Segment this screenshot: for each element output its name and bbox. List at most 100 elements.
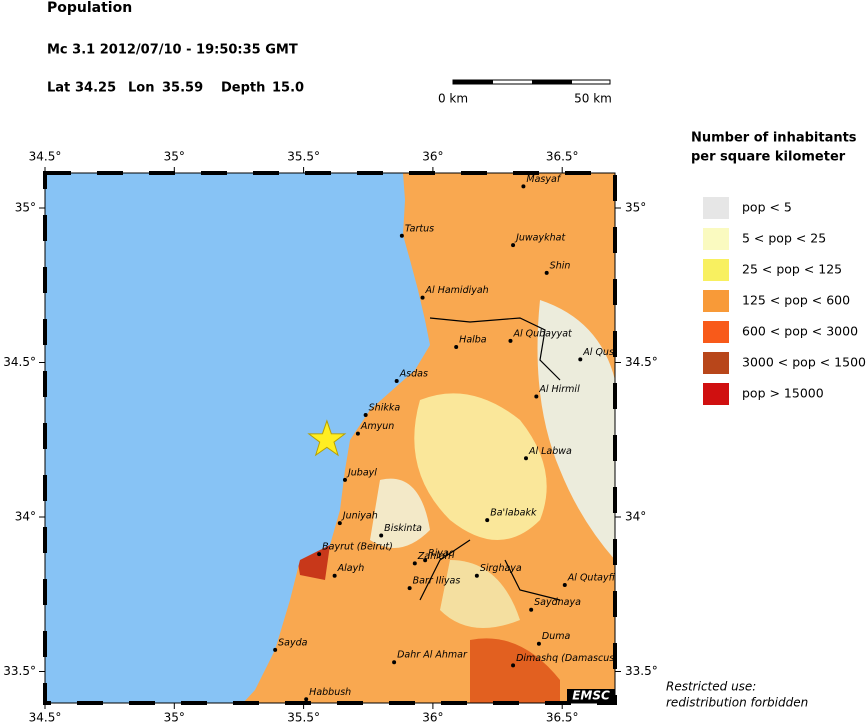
city-label: Tartus [405,223,434,234]
city-label: Al Labwa [528,446,572,457]
city-dot [317,552,322,557]
legend-swatch [703,228,729,250]
title: Population [47,0,132,16]
city-dot [544,270,549,275]
city-dot [412,561,417,566]
city-label: Duma [542,631,571,642]
lat-label: Lat [47,81,70,96]
scale-seg [532,80,572,84]
city-dot [523,456,528,461]
city-dot [337,521,342,526]
lon-tick-label: 35.5° [287,150,320,164]
city-label: Al Hamidiyah [425,285,489,296]
city-label: Dimashq (Damascus [516,653,614,664]
sea [45,173,430,703]
city-dot [407,586,412,591]
legend-swatch [703,383,729,405]
legend-swatch [703,290,729,312]
city-label: Shin [550,260,571,271]
city-label: Ba'labakk [490,508,537,519]
lon-tick-label: 36.5° [546,711,579,725]
legend-label: pop < 5 [742,200,792,215]
legend-swatch [703,321,729,343]
city-dot [529,607,534,612]
legend-swatch [703,197,729,219]
city-label: Halba [459,335,487,346]
city-label: Al Qubayyat [512,328,573,339]
lat: 34.25 [75,81,116,96]
city-dot [423,558,428,563]
city-dot [379,533,384,538]
city-dot [342,477,347,482]
lat-tick-label: 34.5° [625,355,658,369]
city-label: Bayrut (Beirut) [322,542,393,553]
depth-label: Depth [221,81,265,96]
lat-tick-label: 33.5° [625,664,658,678]
legend-swatch [703,352,729,374]
lat-tick-label: 33.5° [3,664,36,678]
city-dot [562,582,567,587]
lon-tick-label: 35° [164,711,185,725]
city-dot [578,357,583,362]
legend-label: 3000 < pop < 15000 [742,355,866,370]
note: Restricted use: [666,680,756,694]
city-dot [511,663,516,668]
cities: Masyaf Tartus Juwaykhat Shin Al Hamidiyah Hal… [273,174,616,702]
city-dot [355,431,360,436]
city-dot [363,413,368,418]
scale-start: 0 km [438,92,468,106]
lon-tick-label: 34.5° [29,150,62,164]
note: redistribution forbidden [666,696,808,710]
city-label: Habbush [309,687,351,698]
city-label: Masyaf [526,174,561,185]
lat-tick-label: 35° [625,201,646,215]
lat-tick-label: 34° [625,510,646,524]
frame-line [44,172,616,704]
legend-label: 125 < pop < 600 [742,293,850,308]
lon-label: Lon [128,81,154,96]
city-label: Sirghaya [480,563,522,574]
land-patch [470,638,560,703]
city-dot [420,295,425,300]
lat-tick-label: 35° [15,201,36,215]
city-dot [534,394,539,399]
city-label: Riyaq [428,548,455,559]
city-dot [304,697,309,702]
scale-bar: 0 km 50 km [438,79,612,106]
border [419,317,561,601]
city-label: Jubayl [346,467,377,478]
land-patch [440,560,520,628]
city-dot [485,518,490,523]
city-dot [474,573,479,578]
city-label: Asdas [399,369,428,380]
legend-label: 5 < pop < 25 [742,231,826,246]
lat-tick-label: 34.5° [3,355,36,369]
legend-label: 600 < pop < 3000 [742,324,858,339]
city-label: Alayh [337,563,365,574]
city-label: Saydnaya [534,597,581,608]
legend-label: 25 < pop < 125 [742,262,842,277]
lon-tick-label: 35° [164,150,185,164]
city-dot [332,573,337,578]
credit: EMSC [572,689,610,703]
city-dot [536,641,541,646]
city-dot [399,233,404,238]
city-label: Al Hirmil [538,384,580,395]
lat-tick-label: 34° [15,510,36,524]
city-dot [273,647,278,652]
location: Lat 34.25 Lon 35.59 Depth 15.0 [47,81,304,96]
lon-tick-label: 36.5° [546,150,579,164]
land-patch [414,393,547,540]
city-label: Al Qutayfi [567,572,616,583]
lon-tick-label: 34.5° [29,711,62,725]
epicenter [307,419,347,457]
city-label: Dahr Al Ahmar [397,650,468,661]
city-label: Zahlah [417,551,451,562]
depth: 15.0 [272,81,304,96]
land-patch [537,300,615,560]
city-label: Sayda [278,637,308,648]
city-dot [394,379,399,384]
legend-label: pop > 15000 [742,386,824,401]
credit-box [567,689,615,703]
land-patch [370,478,430,548]
